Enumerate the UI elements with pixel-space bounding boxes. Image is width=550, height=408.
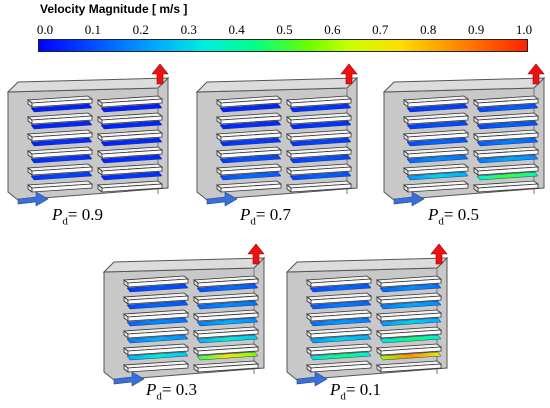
colorbar-title: Velocity Magnitude [ m/s ] xyxy=(40,2,188,16)
velocity-slice xyxy=(379,300,442,310)
velocity-slice xyxy=(100,171,163,181)
velocity-slice xyxy=(289,137,352,147)
velocity-slice xyxy=(196,300,259,310)
velocity-slice xyxy=(476,171,539,181)
pressure-drop-label: Pd= 0.1 xyxy=(330,380,381,403)
room-panel xyxy=(102,243,266,387)
velocity-slice xyxy=(289,171,352,181)
inlet-arrow-icon xyxy=(206,191,238,207)
outlet-arrow-icon xyxy=(527,63,545,85)
pressure-drop-label: Pd= 0.3 xyxy=(146,380,197,403)
colorbar-tick: 0.1 xyxy=(84,22,102,37)
velocity-colorbar xyxy=(38,39,528,52)
velocity-slice xyxy=(379,334,442,344)
velocity-slice xyxy=(196,351,259,361)
velocity-slice xyxy=(476,154,539,164)
velocity-slice xyxy=(196,283,259,293)
room-panel xyxy=(6,63,170,207)
colorbar-tick: 0.9 xyxy=(467,22,485,37)
velocity-slice xyxy=(219,103,282,113)
room-top-face xyxy=(195,77,359,93)
velocity-slice xyxy=(289,103,352,113)
velocity-slice xyxy=(30,137,93,147)
velocity-slice xyxy=(406,137,469,147)
velocity-slice xyxy=(406,103,469,113)
colorbar-tick: 0.8 xyxy=(420,22,437,37)
colorbar-tick: 0.2 xyxy=(132,22,149,37)
velocity-slice xyxy=(219,154,282,164)
velocity-slice xyxy=(476,103,539,113)
velocity-slice xyxy=(289,120,352,130)
velocity-slice xyxy=(309,334,372,344)
colorbar-tick: 1.0 xyxy=(515,22,533,37)
room-panel xyxy=(382,63,546,207)
colorbar-tick-labels: 0.0 0.1 0.2 0.3 0.4 0.5 0.6 0.7 0.8 0.9 1.0 xyxy=(0,22,550,38)
velocity-slice xyxy=(196,317,259,327)
velocity-slice xyxy=(126,317,189,327)
room-top-face xyxy=(285,257,449,273)
velocity-slice xyxy=(406,171,469,181)
pressure-drop-label: Pd= 0.5 xyxy=(428,205,479,228)
velocity-slice xyxy=(379,351,442,361)
room-top-face xyxy=(6,77,170,93)
velocity-slice xyxy=(30,154,93,164)
velocity-slice xyxy=(289,154,352,164)
velocity-slice xyxy=(219,137,282,147)
velocity-slice xyxy=(476,120,539,130)
inlet-arrow-icon xyxy=(296,371,328,387)
room-panel xyxy=(285,243,449,387)
velocity-slice xyxy=(196,334,259,344)
colorbar-tick: 0.4 xyxy=(228,22,245,37)
velocity-slice xyxy=(126,300,189,310)
velocity-slice xyxy=(219,171,282,181)
colorbar-tick: 0.0 xyxy=(36,22,54,37)
velocity-slice xyxy=(309,317,372,327)
outlet-arrow-icon xyxy=(247,243,265,265)
velocity-slice xyxy=(126,334,189,344)
inlet-arrow-icon xyxy=(113,371,145,387)
pressure-drop-label: Pd= 0.7 xyxy=(240,205,291,228)
room-panel xyxy=(195,63,359,207)
colorbar-tick: 0.7 xyxy=(372,22,389,37)
velocity-slice xyxy=(126,351,189,361)
inlet-arrow-icon xyxy=(393,191,425,207)
velocity-slice xyxy=(309,300,372,310)
room-top-face xyxy=(102,257,266,273)
velocity-slice xyxy=(219,120,282,130)
outlet-arrow-icon xyxy=(340,63,358,85)
velocity-slice xyxy=(30,103,93,113)
velocity-slice xyxy=(100,137,163,147)
velocity-slice xyxy=(379,317,442,327)
velocity-slice xyxy=(30,120,93,130)
colorbar-tick: 0.5 xyxy=(276,22,293,37)
velocity-slice xyxy=(406,120,469,130)
velocity-slice xyxy=(100,120,163,130)
velocity-slice xyxy=(100,154,163,164)
pressure-drop-label: Pd= 0.9 xyxy=(52,205,103,228)
velocity-slice xyxy=(30,171,93,181)
inlet-arrow-icon xyxy=(17,191,49,207)
velocity-slice xyxy=(100,103,163,113)
velocity-slice xyxy=(309,283,372,293)
outlet-arrow-icon xyxy=(151,63,169,85)
velocity-slice xyxy=(406,154,469,164)
colorbar-tick: 0.6 xyxy=(324,22,341,37)
velocity-slice xyxy=(309,351,372,361)
velocity-slice xyxy=(476,137,539,147)
colorbar-tick: 0.3 xyxy=(180,22,197,37)
room-top-face xyxy=(382,77,546,93)
velocity-slice xyxy=(379,283,442,293)
velocity-slice xyxy=(126,283,189,293)
outlet-arrow-icon xyxy=(430,243,448,265)
